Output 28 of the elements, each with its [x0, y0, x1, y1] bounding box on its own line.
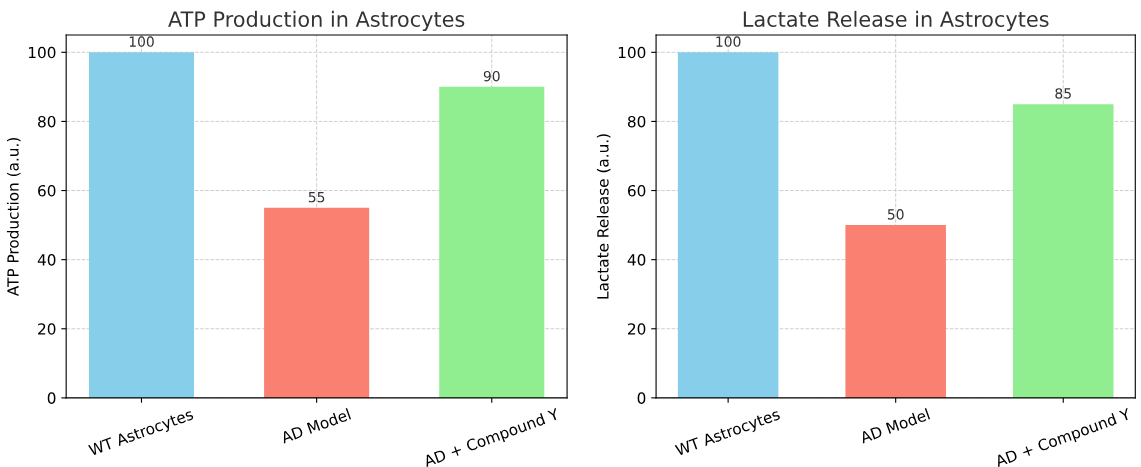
y-tick-label: 60: [38, 185, 56, 197]
y-axis-title: ATP Production (a.u.): [6, 138, 21, 297]
y-tick-label: 100: [28, 46, 56, 59]
bar: [845, 225, 946, 398]
data-label: 85: [1055, 88, 1071, 99]
y-tick-label: 40: [37, 254, 56, 266]
y-tick-label: 80: [627, 115, 646, 128]
bar: [677, 52, 779, 398]
y-axis-title: Lactate Release (a.u.): [596, 134, 611, 299]
chart-title: Lactate Release in Astrocytes: [743, 10, 1049, 32]
data-label: 90: [483, 70, 500, 82]
y-tick-label: 0: [637, 392, 646, 404]
bar: [1012, 104, 1114, 398]
data-label: 100: [129, 36, 154, 47]
y-tick-label: 60: [627, 185, 646, 197]
y-tick-label: 100: [618, 46, 646, 59]
y-tick-label: 20: [38, 323, 56, 335]
bar: [439, 86, 545, 398]
y-tick-label: 20: [628, 323, 646, 335]
bar: [88, 52, 195, 398]
data-label: 100: [716, 36, 741, 47]
y-tick-label: 80: [38, 115, 56, 128]
data-label: 50: [887, 209, 904, 220]
chart-title: ATP Production in Astrocytes: [168, 10, 465, 32]
bar: [264, 207, 370, 398]
y-tick-label: 40: [627, 254, 646, 266]
y-tick-label: 0: [47, 392, 56, 404]
data-label: 55: [308, 192, 325, 203]
